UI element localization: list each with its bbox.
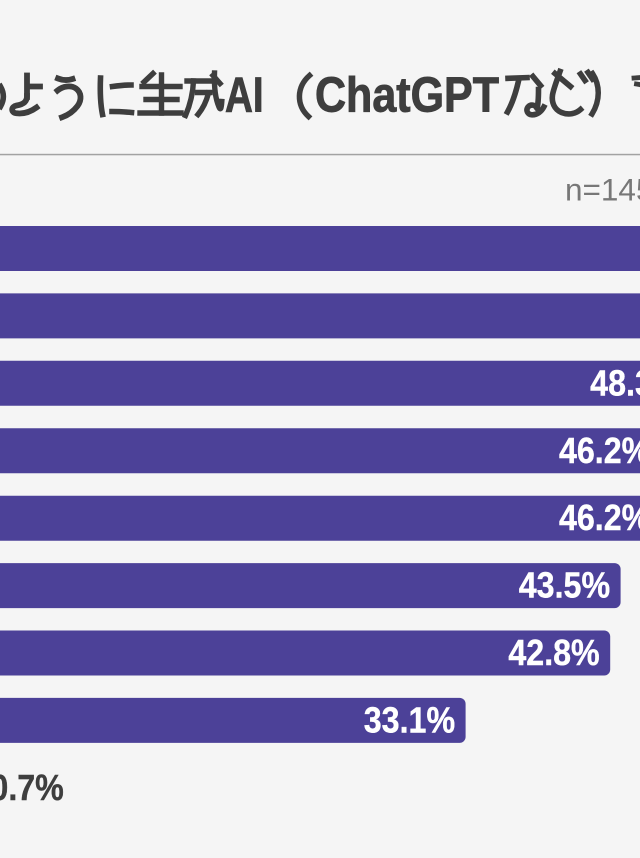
svg-text:46.2%: 46.2% [559,431,640,471]
svg-text:43.5%: 43.5% [519,566,610,606]
svg-text:33.1%: 33.1% [364,701,455,741]
svg-text:ChatGPT: ChatGPT [315,67,499,123]
svg-text:42.8%: 42.8% [508,634,599,674]
svg-text:48.3%: 48.3% [590,364,640,404]
svg-text:46.2%: 46.2% [559,499,640,539]
svg-text:n=145: n=145 [565,172,640,208]
svg-text:0.7%: 0.7% [0,769,64,809]
svg-text:AI: AI [225,68,264,123]
